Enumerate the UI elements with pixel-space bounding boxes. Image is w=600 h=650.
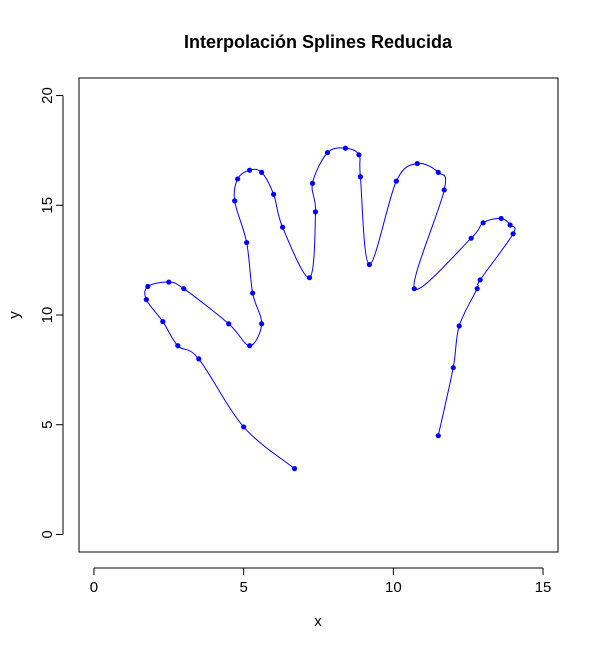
series-group <box>143 145 516 472</box>
data-point <box>357 174 364 180</box>
data-point <box>498 215 504 222</box>
data-point <box>480 220 486 226</box>
data-point <box>510 231 516 237</box>
data-point <box>166 279 172 285</box>
data-point <box>235 176 241 182</box>
data-point <box>143 297 149 303</box>
data-point <box>435 169 441 175</box>
data-point <box>247 167 253 173</box>
data-point <box>366 261 372 268</box>
data-point <box>477 277 483 283</box>
data-point <box>259 321 265 327</box>
x-tick-label: 15 <box>535 579 552 596</box>
plot-area <box>78 77 559 553</box>
data-point <box>291 466 298 472</box>
y-tick-label: 10 <box>39 307 56 324</box>
data-point <box>259 169 265 175</box>
data-point <box>474 286 480 292</box>
data-point <box>145 283 151 290</box>
data-point <box>356 152 362 158</box>
data-point <box>279 224 286 230</box>
y-tick-label: 20 <box>39 87 56 104</box>
data-point <box>324 150 331 156</box>
data-point <box>435 433 441 439</box>
data-point <box>450 365 456 371</box>
chart-title: Interpolación Splines Reducida <box>184 32 453 52</box>
data-point <box>456 323 462 329</box>
data-point <box>250 290 256 296</box>
data-point <box>196 356 202 362</box>
x-axis-label: x <box>314 613 322 630</box>
x-axis: 0 5 10 15 <box>90 567 552 596</box>
data-point <box>306 275 313 281</box>
data-point <box>393 178 399 184</box>
data-point <box>312 209 319 215</box>
data-point <box>232 198 238 204</box>
data-point <box>175 343 181 349</box>
data-point <box>226 321 232 327</box>
x-tick-label: 10 <box>385 579 402 596</box>
spline-line <box>144 147 516 469</box>
data-point <box>441 187 447 193</box>
data-point <box>507 222 513 228</box>
data-point <box>342 145 349 151</box>
data-point <box>160 318 166 325</box>
data-point <box>468 235 474 241</box>
y-tick-label: 0 <box>39 530 56 538</box>
y-axis: 0 5 10 15 20 <box>39 87 64 539</box>
data-point <box>181 286 187 292</box>
y-tick-label: 15 <box>39 197 56 214</box>
data-point <box>244 239 250 246</box>
data-point <box>241 424 247 430</box>
x-tick-label: 0 <box>90 579 98 596</box>
x-tick-label: 5 <box>239 579 247 596</box>
data-point <box>411 286 417 292</box>
data-point <box>309 180 316 186</box>
data-point <box>414 160 420 167</box>
y-axis-label: y <box>6 311 23 319</box>
data-point <box>270 191 277 197</box>
data-point <box>247 343 253 349</box>
y-tick-label: 5 <box>39 421 56 429</box>
